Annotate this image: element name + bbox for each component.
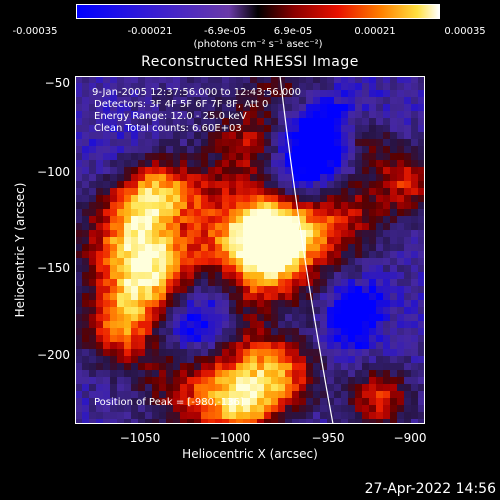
- plot-frame: [75, 76, 425, 424]
- colorbar-units: (photons cm⁻² s⁻¹ asec⁻²): [193, 39, 323, 50]
- x-tick-label: −950: [311, 431, 345, 445]
- y-tick-label: −150: [37, 261, 70, 275]
- colorbar-tick: 0.00021: [354, 26, 396, 37]
- x-axis-label: Heliocentric X (arcsec): [182, 447, 318, 461]
- image-pixels: [75, 76, 425, 424]
- detectors-label: Detectors: 3F 4F 5F 6F 7F 8F, Att 0: [94, 99, 269, 110]
- colorbar: [76, 4, 440, 19]
- colorbar-tick: -6.9e-05: [204, 26, 246, 37]
- clean-counts-label: Clean Total counts: 6.60E+03: [94, 123, 242, 134]
- colorbar-tick: -0.00021: [127, 26, 173, 37]
- x-tick-label: −900: [393, 431, 427, 445]
- rhessi-image: [75, 76, 425, 424]
- x-tick-label: −1050: [119, 431, 161, 445]
- image-title: Reconstructed RHESSI Image: [141, 54, 359, 70]
- colorbar-tick: 6.9e-05: [273, 26, 313, 37]
- time-range-label: 9-Jan-2005 12:37:56.000 to 12:43:56.000: [92, 87, 301, 98]
- x-tick-label: −1000: [209, 431, 251, 445]
- y-axis-label: Heliocentric Y (arcsec): [13, 182, 27, 318]
- plot-timestamp: 27-Apr-2022 14:56: [364, 481, 496, 497]
- y-tick-label: −50: [44, 76, 70, 90]
- colorbar-tick: 0.00035: [444, 26, 486, 37]
- y-tick-label: −200: [37, 348, 70, 362]
- y-tick-label: −100: [37, 165, 70, 179]
- colorbar-tick: -0.00035: [12, 26, 58, 37]
- peak-position-label: Position of Peak = [-980,-136]: [94, 397, 244, 408]
- solar-limb-line: [279, 76, 334, 424]
- energy-range-label: Energy Range: 12.0 - 25.0 keV: [94, 111, 247, 122]
